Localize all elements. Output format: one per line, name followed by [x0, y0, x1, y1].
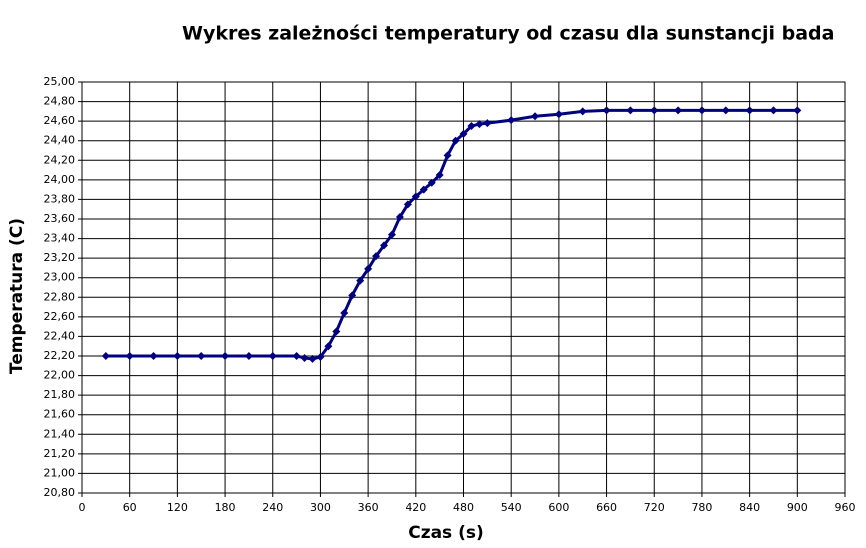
- data-point: [419, 185, 428, 194]
- data-point: [403, 200, 412, 209]
- x-tick-label: 720: [644, 501, 665, 514]
- y-tick-label: 21,60: [44, 408, 76, 421]
- y-tick-label: 24,40: [44, 134, 76, 147]
- data-point: [268, 352, 277, 360]
- plot-border: [81, 81, 846, 494]
- y-tick-label: 24,00: [44, 173, 76, 186]
- data-point: [721, 106, 730, 115]
- x-tick-label: 60: [123, 501, 137, 514]
- x-tick-label: 180: [215, 501, 236, 514]
- y-tick-label: 24,20: [44, 153, 76, 166]
- data-point: [197, 352, 206, 360]
- x-tick-label: 0: [79, 501, 86, 514]
- data-point: [300, 353, 309, 362]
- y-tick-label: 23,00: [44, 271, 76, 284]
- x-tick-label: 900: [787, 501, 808, 514]
- data-point: [308, 354, 317, 363]
- x-tick-label: 360: [358, 501, 379, 514]
- y-tick-label: 22,80: [44, 290, 76, 303]
- y-tick-label: 25,00: [44, 75, 76, 88]
- y-tick-label: 22,60: [44, 310, 76, 323]
- y-tick-label: 23,40: [44, 232, 76, 245]
- x-tick-label: 840: [739, 501, 760, 514]
- x-tick-label: 300: [310, 501, 331, 514]
- data-point: [602, 106, 611, 115]
- y-tick-label: 21,00: [44, 466, 76, 479]
- y-tick-label: 22,40: [44, 329, 76, 342]
- data-point: [372, 252, 381, 261]
- data-point: [380, 241, 389, 250]
- y-tick-label: 23,20: [44, 251, 76, 264]
- data-point: [443, 151, 452, 160]
- data-point: [387, 230, 396, 239]
- data-point: [626, 106, 635, 115]
- data-point: [125, 352, 134, 360]
- data-point: [435, 170, 444, 179]
- data-point: [507, 116, 516, 125]
- y-tick-label: 20,80: [44, 486, 76, 499]
- y-tick-label: 24,60: [44, 114, 76, 127]
- x-tick-label: 240: [262, 501, 283, 514]
- chart-title: Wykres zależności temperatury od czasu d…: [182, 23, 834, 45]
- data-point: [475, 120, 484, 129]
- y-tick-label: 22,20: [44, 349, 76, 362]
- data-point: [173, 352, 182, 360]
- data-point: [332, 327, 341, 336]
- data-point: [650, 106, 659, 115]
- data-point: [674, 106, 683, 115]
- data-point: [411, 192, 420, 201]
- data-point: [531, 112, 540, 121]
- data-point: [467, 122, 476, 131]
- data-point: [101, 352, 110, 360]
- y-tick-label: 21,20: [44, 447, 76, 460]
- data-point: [697, 106, 706, 115]
- data-point: [348, 291, 357, 300]
- data-point: [364, 264, 373, 273]
- data-point: [221, 352, 230, 360]
- y-tick-label: 22,00: [44, 369, 76, 382]
- data-point: [316, 352, 325, 361]
- data-point: [554, 110, 563, 119]
- data-point: [578, 107, 587, 116]
- y-tick-label: 21,40: [44, 427, 76, 440]
- x-tick-label: 420: [405, 501, 426, 514]
- data-point: [324, 342, 333, 351]
- x-tick-label: 540: [501, 501, 522, 514]
- data-point: [451, 136, 460, 145]
- y-tick-label: 23,80: [44, 192, 76, 205]
- data-point: [459, 129, 468, 138]
- data-point: [292, 352, 301, 360]
- y-tick-label: 24,80: [44, 95, 76, 108]
- data-point: [149, 352, 158, 360]
- data-point: [395, 213, 404, 222]
- x-tick-label: 120: [167, 501, 188, 514]
- y-tick-label: 23,60: [44, 212, 76, 225]
- data-point: [340, 308, 349, 317]
- data-point: [356, 276, 365, 285]
- data-point: [244, 352, 253, 360]
- data-point: [483, 119, 492, 128]
- x-tick-label: 780: [691, 501, 712, 514]
- y-tick-label: 21,80: [44, 388, 76, 401]
- y-axis-label: Temperatura (C): [7, 218, 27, 374]
- x-axis-label: Czas (s): [408, 523, 484, 543]
- data-point: [793, 106, 802, 115]
- x-tick-label: 480: [453, 501, 474, 514]
- data-point: [769, 106, 778, 115]
- x-tick-label: 960: [835, 501, 856, 514]
- x-tick-label: 600: [548, 501, 569, 514]
- data-point: [427, 178, 436, 187]
- data-line: [105, 108, 798, 361]
- data-point: [745, 106, 754, 115]
- x-tick-label: 660: [596, 501, 617, 514]
